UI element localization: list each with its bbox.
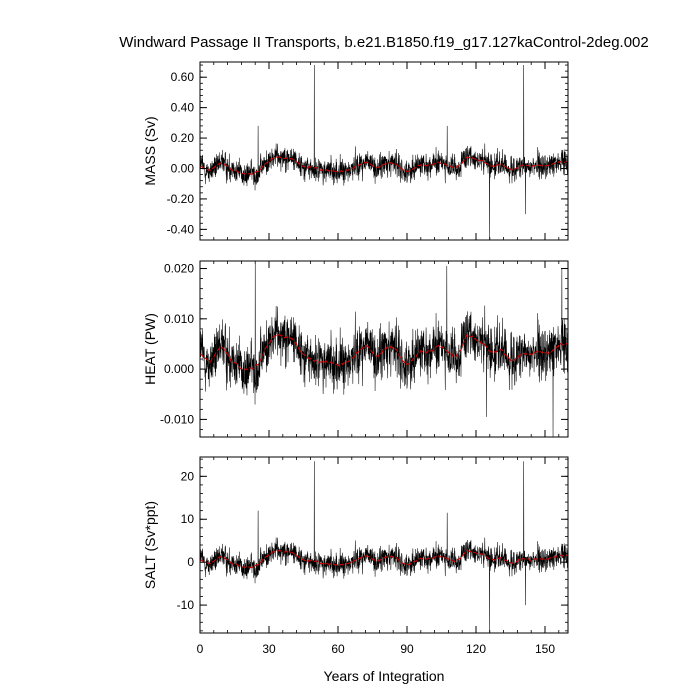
y-axis-label: MASS (Sv) — [142, 116, 158, 185]
chart-title: Windward Passage II Transports, b.e21.B1… — [119, 34, 649, 51]
y-tick-label: 0.010 — [164, 312, 194, 326]
x-tick-label: 0 — [197, 642, 204, 656]
raw-series-line — [200, 461, 568, 633]
y-tick-label: -0.010 — [160, 412, 194, 426]
x-tick-label: 150 — [535, 642, 555, 656]
x-tick-label: 60 — [331, 642, 345, 656]
x-tick-label: 90 — [400, 642, 414, 656]
y-tick-label: -0.20 — [167, 192, 195, 206]
y-tick-label: 0.000 — [164, 362, 194, 376]
raw-series-line — [200, 263, 568, 437]
smoothed-series-line — [200, 549, 568, 569]
smoothed-series-line — [200, 333, 568, 371]
y-tick-label: 20 — [181, 469, 195, 483]
plot-frame — [199, 61, 569, 241]
y-tick-label: 0.20 — [171, 131, 195, 145]
y-tick-label: 0.60 — [171, 70, 195, 84]
x-axis-label: Years of Integration — [324, 668, 445, 684]
y-tick-label: 10 — [181, 512, 195, 526]
smoothed-series-line — [200, 156, 568, 176]
y-tick-label: 0.020 — [164, 262, 194, 276]
y-tick-label: -10 — [177, 598, 195, 612]
plot-frame — [199, 456, 569, 634]
y-axis-label: SALT (Sv*ppt) — [142, 501, 158, 589]
x-tick-label: 120 — [466, 642, 486, 656]
y-tick-label: -0.40 — [167, 222, 195, 236]
y-axis-label: HEAT (PW) — [142, 313, 158, 385]
raw-series-line — [200, 65, 568, 240]
x-tick-label: 30 — [262, 642, 276, 656]
y-tick-label: 0.00 — [171, 161, 195, 175]
y-tick-label: 0.40 — [171, 101, 195, 115]
y-tick-label: 0 — [187, 555, 194, 569]
